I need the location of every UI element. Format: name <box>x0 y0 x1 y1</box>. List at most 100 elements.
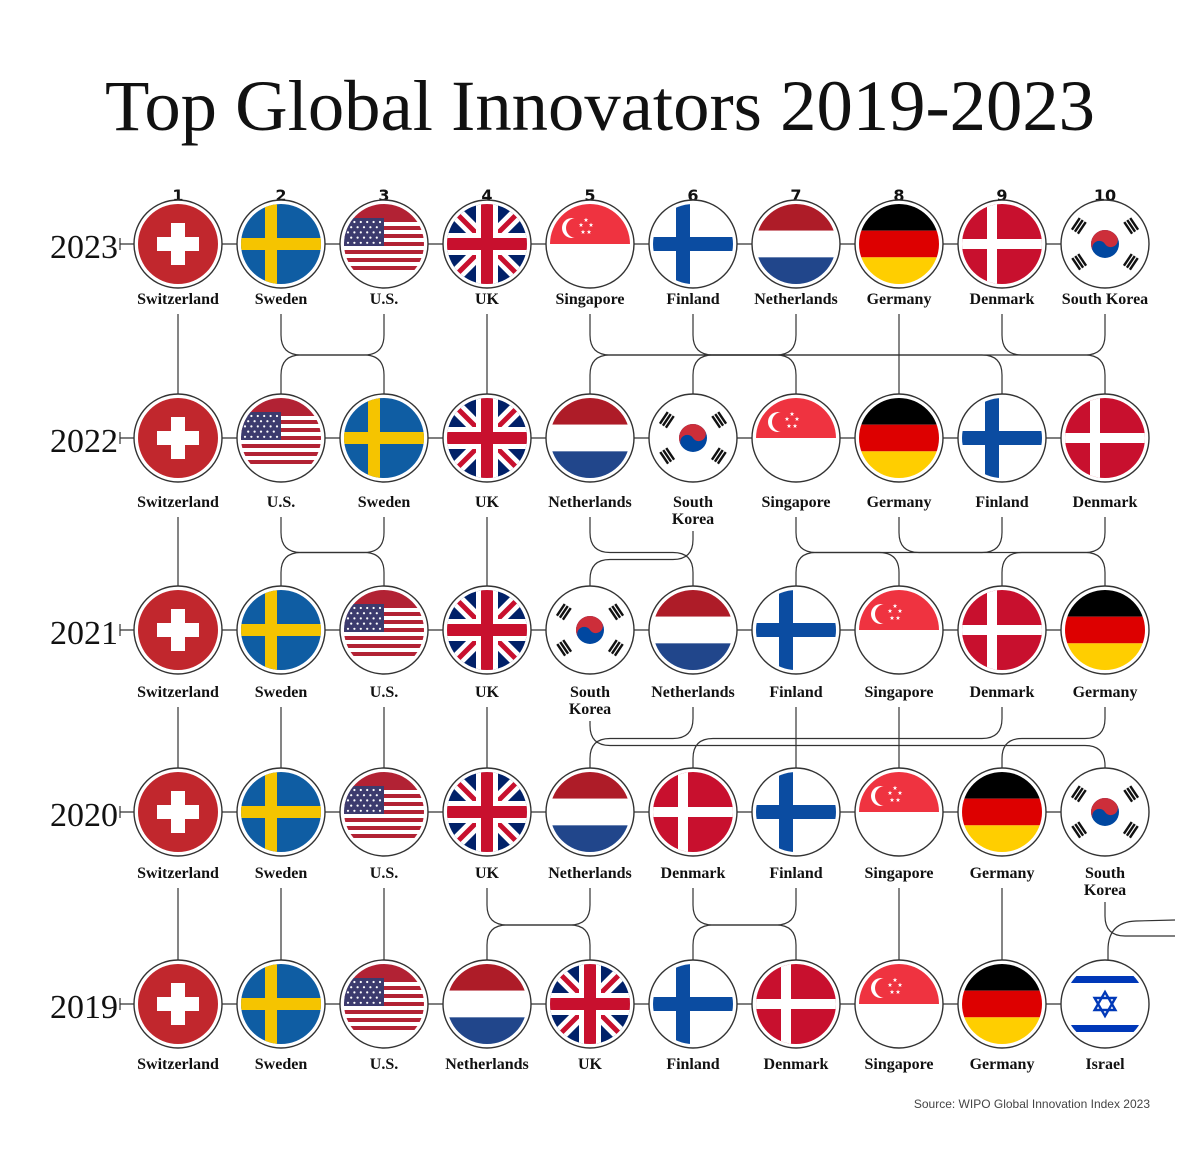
flag-fi-icon <box>648 959 738 1049</box>
rank-number: 8 <box>893 186 904 205</box>
country-label: Germany <box>1073 684 1138 701</box>
connector-nl <box>589 517 694 588</box>
country-label: Germany <box>970 865 1035 882</box>
country-label: Netherlands <box>651 684 735 701</box>
flag-kr-icon <box>1060 199 1150 289</box>
country-label: Germany <box>867 494 932 511</box>
country-label: Singapore <box>761 494 830 511</box>
country-label: Finland <box>666 1056 719 1073</box>
rank-number: 7 <box>790 186 801 205</box>
rank-number: 6 <box>687 186 698 205</box>
rank-number: 4 <box>481 186 492 205</box>
flag-ch-icon <box>133 393 223 483</box>
country-label: Singapore <box>555 291 624 308</box>
flag-nl-icon <box>545 767 635 857</box>
country-label: UK <box>475 865 500 882</box>
flag-se-icon <box>236 767 326 857</box>
connector-dk <box>692 707 1003 770</box>
rank-number: 5 <box>584 186 595 205</box>
country-label: Denmark <box>970 684 1035 701</box>
connector-kr-exit <box>1104 902 1175 937</box>
flag-us-icon <box>339 585 429 675</box>
country-label: Denmark <box>1073 494 1138 511</box>
connector-il-entry <box>1107 919 1176 962</box>
connector-se <box>280 517 385 588</box>
country-label: Sweden <box>358 494 411 511</box>
year-label: 2022 <box>50 423 118 460</box>
country-label: Denmark <box>970 291 1035 308</box>
country-label: South Korea <box>1062 291 1148 308</box>
year-label: 2023 <box>50 229 118 266</box>
country-label: Finland <box>769 865 822 882</box>
flag-ch-icon <box>133 199 223 289</box>
country-label: Netherlands <box>754 291 838 308</box>
connector-fi <box>692 888 797 962</box>
country-label: Israel <box>1085 1056 1125 1073</box>
flag-fi-icon <box>648 199 738 289</box>
flag-uk-icon <box>442 199 532 289</box>
country-labels: Switzerland Sweden U.S. UK Singapore Finland N… <box>137 291 1148 1073</box>
country-label: Switzerland <box>137 684 219 701</box>
country-label: Sweden <box>255 684 308 701</box>
connector-kr <box>589 721 1106 770</box>
flag-fi-icon <box>751 585 841 675</box>
country-label: Singapore <box>864 684 933 701</box>
country-label: Germany <box>867 291 932 308</box>
country-label: Finland <box>769 684 822 701</box>
country-label: Finland <box>975 494 1028 511</box>
flag-dk-icon <box>1060 393 1150 483</box>
connector-us <box>280 314 385 396</box>
country-label: UK <box>578 1056 603 1073</box>
flag-nl-icon <box>648 585 738 675</box>
country-label: Switzerland <box>137 494 219 511</box>
country-label: U.S. <box>267 494 295 511</box>
connector-nl <box>589 707 694 770</box>
country-label: Switzerland <box>137 1056 219 1073</box>
country-label: UK <box>475 494 500 511</box>
country-label: U.S. <box>370 684 398 701</box>
flag-de-icon <box>957 767 1047 857</box>
connector-de <box>898 517 1106 588</box>
flag-dk-icon <box>957 585 1047 675</box>
rank-header: 1 2 3 4 5 6 7 8 9 10 <box>172 186 1116 205</box>
connector-kr <box>589 531 694 588</box>
flag-uk-icon <box>545 959 635 1049</box>
flag-de-icon <box>854 199 944 289</box>
country-label: U.S. <box>370 865 398 882</box>
page-title: Top Global Innovators 2019-2023 <box>105 66 1095 146</box>
country-label: South Korea <box>569 684 611 718</box>
flag-nl-icon <box>442 959 532 1049</box>
flag-dk-icon <box>957 199 1047 289</box>
connector-dk <box>1001 517 1106 588</box>
flag-fi-icon <box>751 767 841 857</box>
flag-kr-icon <box>545 585 635 675</box>
flag-sg-icon <box>854 767 944 857</box>
country-label: Sweden <box>255 865 308 882</box>
flag-se-icon <box>236 585 326 675</box>
flag-de-icon <box>1060 585 1150 675</box>
country-label: Denmark <box>764 1056 829 1073</box>
connector-fi <box>795 517 1003 588</box>
flag-de-icon <box>957 959 1047 1049</box>
flag-us-icon <box>339 767 429 857</box>
connector-nl <box>589 314 797 396</box>
country-label: Finland <box>666 291 719 308</box>
flag-sg-icon <box>751 393 841 483</box>
flag-fi-icon <box>957 393 1047 483</box>
country-label: U.S. <box>370 291 398 308</box>
country-label: Netherlands <box>445 1056 529 1073</box>
flag-se-icon <box>236 199 326 289</box>
year-label: 2019 <box>50 989 118 1026</box>
connector-nl <box>486 888 591 962</box>
rank-number: 3 <box>378 186 389 205</box>
flag-nl-icon <box>545 393 635 483</box>
flag-grid <box>133 199 1150 1049</box>
flag-uk-icon <box>442 393 532 483</box>
flag-kr-icon <box>1060 767 1150 857</box>
country-label: Germany <box>970 1056 1035 1073</box>
country-label: Denmark <box>661 865 726 882</box>
country-label: Sweden <box>255 1056 308 1073</box>
flag-sg-icon <box>854 959 944 1049</box>
flag-se-icon <box>236 959 326 1049</box>
